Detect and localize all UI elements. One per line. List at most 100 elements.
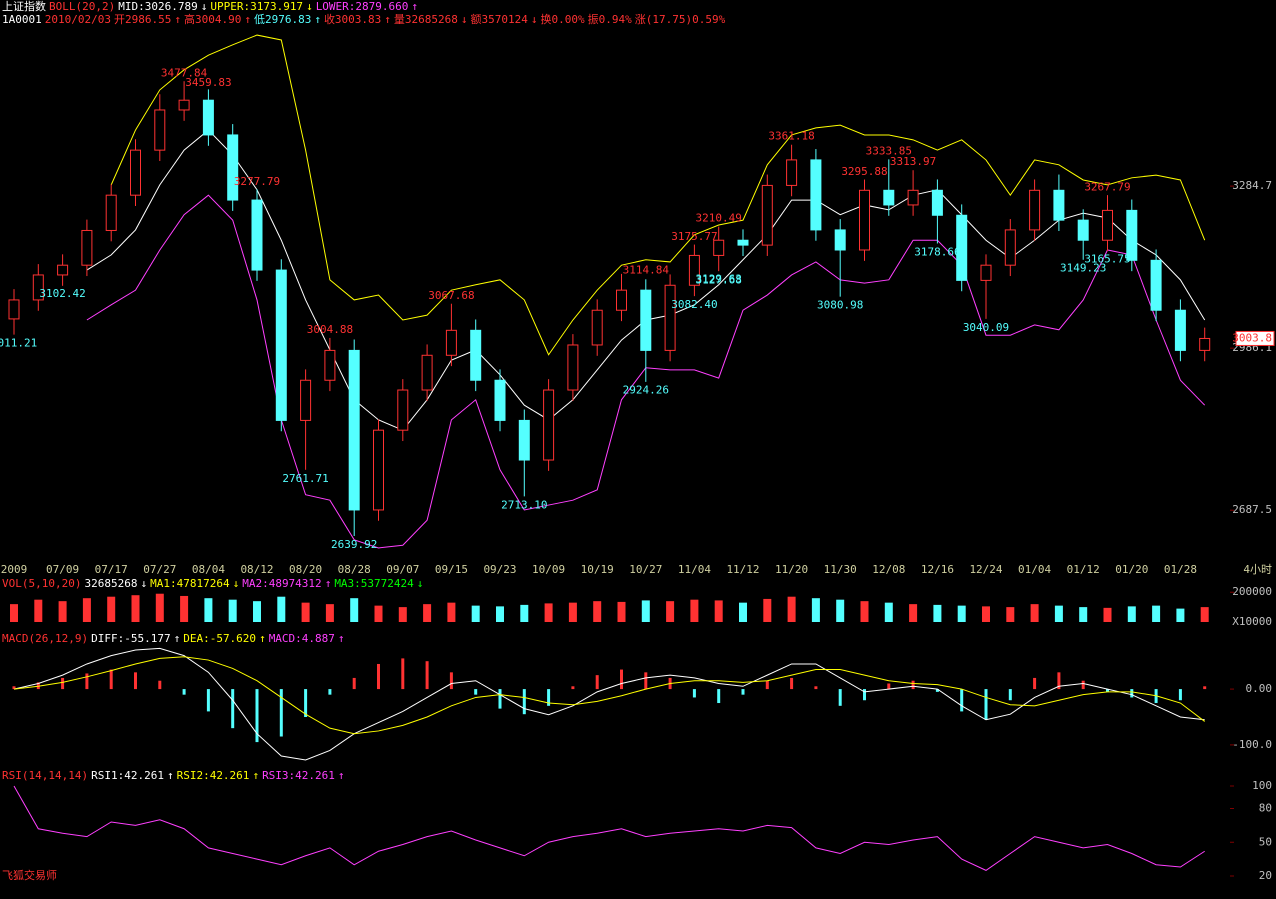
price-annotation: 3277.79 bbox=[234, 175, 280, 188]
x-tick-label: 10/27 bbox=[629, 563, 662, 576]
price-annotation: 2761.71 bbox=[282, 472, 328, 485]
legend-item: 额3570124 bbox=[470, 13, 528, 26]
price-annotation: 3082.40 bbox=[671, 298, 717, 311]
x-tick-label: 09/15 bbox=[435, 563, 468, 576]
x-tick-label: 01/20 bbox=[1115, 563, 1148, 576]
x-tick-label: 12/24 bbox=[969, 563, 1002, 576]
y-tick-label: 0.00 bbox=[1246, 682, 1273, 695]
volume-bar bbox=[228, 599, 237, 622]
legend-item: ↑ bbox=[324, 577, 332, 590]
candle-body bbox=[348, 349, 360, 511]
candle-body bbox=[713, 239, 725, 256]
candle-body bbox=[907, 189, 919, 206]
price-annotation: 3361.18 bbox=[768, 130, 814, 143]
candle-body bbox=[32, 274, 44, 301]
volume-bar bbox=[34, 599, 43, 622]
volume-bar bbox=[884, 602, 893, 622]
legend-item: MA1:47817264 bbox=[150, 577, 230, 590]
volume-bar bbox=[204, 598, 213, 622]
candle-body bbox=[81, 229, 93, 266]
legend-item: ↓ bbox=[200, 0, 208, 13]
price-annotation: 3067.68 bbox=[428, 289, 474, 302]
candle-body bbox=[57, 264, 69, 276]
candle-body bbox=[956, 214, 968, 281]
volume-bar bbox=[180, 595, 189, 622]
volume-bar bbox=[933, 604, 942, 622]
candle-body bbox=[227, 134, 239, 201]
volume-bar bbox=[763, 598, 772, 622]
candle-body bbox=[543, 389, 555, 461]
price-annotation: 3178.66 bbox=[914, 246, 960, 259]
legend-item: ↓ bbox=[140, 577, 148, 590]
volume-bar bbox=[544, 603, 553, 622]
price-annotation: 3102.42 bbox=[39, 287, 85, 300]
volume-bar bbox=[811, 598, 820, 622]
legend-row: RSI(14,14,14) RSI1:42.261 ↑ RSI2:42.261 ↑ RSI… bbox=[2, 769, 345, 782]
price-annotation: 3004.88 bbox=[307, 323, 353, 336]
price-annotation: 3080.98 bbox=[817, 299, 863, 312]
candle-body bbox=[8, 299, 20, 320]
candle-body bbox=[1077, 219, 1089, 241]
x-tick-label: 09/23 bbox=[483, 563, 516, 576]
volume-bar bbox=[666, 601, 675, 622]
price-annotation: 3459.83 bbox=[185, 76, 231, 89]
legend-item: 2010/02/03 bbox=[44, 13, 111, 26]
volume-bar bbox=[423, 604, 432, 622]
candle-body bbox=[1174, 309, 1186, 351]
price-annotation: 3313.97 bbox=[890, 155, 936, 168]
price-annotation: 2713.10 bbox=[501, 498, 547, 511]
price-annotation: 2924.26 bbox=[623, 384, 669, 397]
unit-label: X10000 bbox=[1232, 615, 1272, 628]
volume-bar bbox=[350, 598, 359, 622]
candle-body bbox=[980, 264, 992, 281]
legend-item: RSI3:42.261 bbox=[262, 769, 335, 782]
candle-body bbox=[1199, 337, 1211, 351]
candle-body bbox=[1004, 229, 1016, 266]
volume-bar bbox=[1127, 606, 1136, 622]
y-tick-label: -100.0 bbox=[1232, 738, 1272, 751]
legend-item: 量32685268 bbox=[393, 13, 458, 26]
candle-body bbox=[1150, 259, 1162, 311]
candle-body bbox=[130, 149, 141, 196]
price-annotation: 3114.84 bbox=[623, 263, 670, 276]
legend-item: ↑ bbox=[174, 13, 181, 26]
legend-item: ↑ bbox=[411, 0, 419, 13]
volume-bar bbox=[1176, 608, 1185, 622]
legend-item: ↓ bbox=[416, 577, 424, 590]
x-tick-label: 01/28 bbox=[1164, 563, 1197, 576]
legend-item: RSI(14,14,14) bbox=[2, 769, 89, 782]
y-tick-label: 200000 bbox=[1232, 585, 1272, 598]
candle-body bbox=[445, 329, 457, 356]
legend-item: VOL(5,10,20) bbox=[2, 577, 82, 590]
legend-item: DIFF:-55.177 bbox=[91, 632, 171, 645]
legend-item: MID:3026.789 bbox=[118, 0, 198, 13]
x-tick-label: 08/04 bbox=[192, 563, 225, 576]
candle-body bbox=[470, 329, 482, 381]
volume-bar bbox=[1079, 607, 1088, 622]
last-price-box bbox=[1235, 330, 1275, 346]
candle-body bbox=[105, 194, 117, 231]
volume-bar bbox=[1152, 605, 1161, 622]
x-unit-label: 4小时 bbox=[1243, 563, 1272, 576]
candle-body bbox=[664, 284, 676, 351]
candle-body bbox=[275, 269, 287, 421]
volume-bar bbox=[1054, 605, 1063, 622]
y-tick-label: 50 bbox=[1259, 835, 1272, 848]
candle-body bbox=[251, 199, 263, 271]
candle-body bbox=[373, 429, 384, 511]
last-price-label: 3003.8 bbox=[1232, 331, 1272, 344]
candle-body bbox=[591, 309, 603, 346]
volume-bar bbox=[714, 600, 723, 622]
volume-bar bbox=[155, 593, 164, 622]
legend-row: VOL(5,10,20) 32685268 ↓ MA1:47817264 ↓ MA2:48… bbox=[2, 577, 423, 590]
x-tick-label: 08/20 bbox=[289, 563, 322, 576]
legend-item: ↓ bbox=[460, 13, 468, 26]
volume-bar bbox=[641, 600, 650, 622]
legend-item: ↑ bbox=[244, 13, 251, 26]
volume-bar bbox=[982, 606, 990, 622]
price-annotation: 3011.21 bbox=[0, 337, 37, 350]
price-annotation: 3165.75 bbox=[1084, 253, 1130, 266]
volume-bar bbox=[836, 599, 845, 622]
volume-bar bbox=[1006, 607, 1015, 622]
legend-item: MACD(26,12,9) bbox=[2, 632, 89, 645]
